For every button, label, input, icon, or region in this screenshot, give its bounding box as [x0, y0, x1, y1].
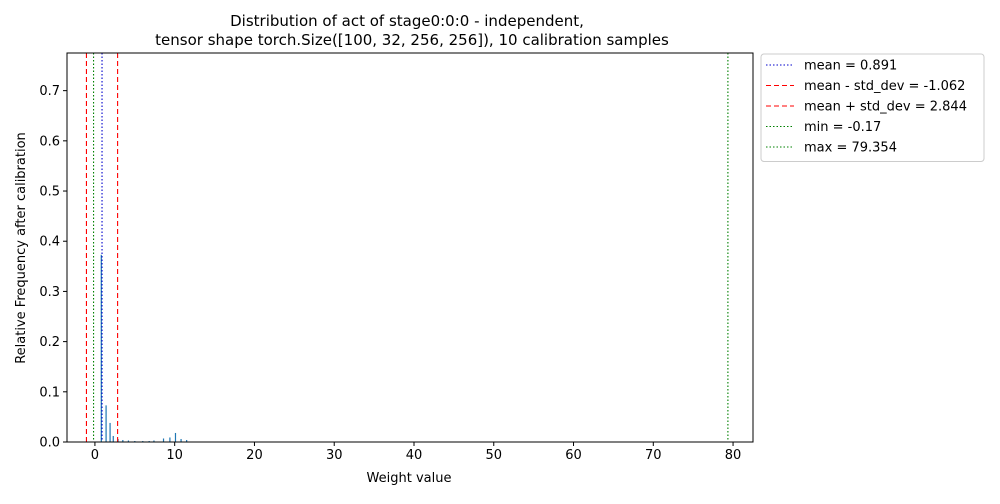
y-tick-label: 0.1	[39, 385, 60, 400]
legend-label: min = -0.17	[804, 120, 881, 135]
x-axis-label: Weight value	[367, 471, 452, 486]
x-tick-label: 0	[91, 448, 99, 463]
y-tick-label: 0.6	[39, 134, 60, 149]
histogram-bar	[180, 438, 182, 442]
x-tick-label: 40	[406, 448, 423, 463]
x-tick-label: 30	[326, 448, 343, 463]
x-tick-label: 60	[565, 448, 582, 463]
chart-title: Distribution of act of stage0:0:0 - inde…	[155, 12, 669, 49]
histogram-bar	[162, 438, 165, 442]
histogram-bar	[153, 440, 155, 442]
legend-box	[760, 53, 985, 162]
legend-label: mean = 0.891	[804, 59, 897, 74]
histogram-bar	[148, 440, 150, 442]
x-tick-label: 50	[485, 448, 502, 463]
histogram-bar	[186, 439, 188, 442]
histogram-bar	[174, 432, 177, 442]
histogram-bar	[112, 435, 114, 442]
y-axis-label: Relative Frequency after calibration	[14, 132, 29, 364]
plot-area: 0 10 20 30 40 50 60 70 80 0.0 0.1 0.2 0.3 0.4 0.5 0.6 0.…	[39, 52, 754, 463]
x-tick-label: 10	[166, 448, 183, 463]
y-tick-label: 0.7	[39, 84, 60, 99]
histogram-bar	[100, 254, 102, 442]
histogram-bar	[134, 440, 136, 442]
histogram-bar	[122, 439, 124, 442]
legend-label: max = 79.354	[804, 141, 897, 156]
x-tick-label: 20	[246, 448, 263, 463]
y-tick-label: 0.0	[39, 436, 60, 451]
x-tick-label: 80	[725, 448, 742, 463]
legend-label: mean + std_dev = 2.844	[804, 100, 967, 115]
y-tick-label: 0.3	[39, 285, 60, 300]
histogram-bar	[109, 422, 111, 442]
y-tick-label: 0.5	[39, 185, 60, 200]
y-tick-label: 0.4	[39, 235, 60, 250]
histogram-bar	[127, 440, 130, 442]
axes-frame	[66, 52, 754, 443]
histogram-bar	[169, 437, 171, 442]
legend: mean = 0.891 mean - std_dev = -1.062 mean …	[760, 53, 985, 162]
histogram-bar	[105, 405, 107, 442]
chart-title-line-2: tensor shape torch.Size([100, 32, 256, 2…	[155, 31, 669, 49]
y-tick-label: 0.2	[39, 335, 60, 350]
x-tick-label: 70	[645, 448, 662, 463]
chart-title-line-1: Distribution of act of stage0:0:0 - inde…	[230, 12, 584, 30]
histogram-bar	[142, 440, 144, 442]
legend-label: mean - std_dev = -1.062	[804, 79, 965, 94]
